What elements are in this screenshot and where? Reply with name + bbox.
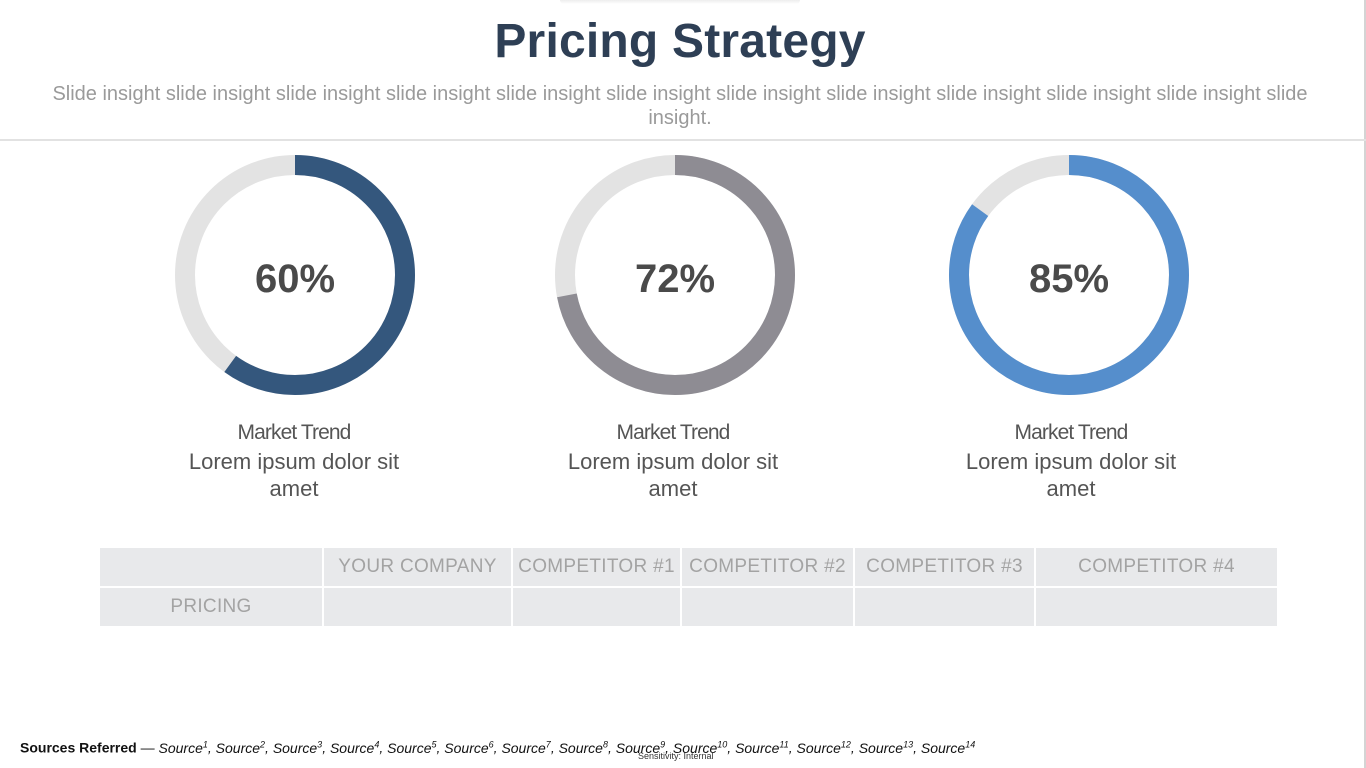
table-header-cell xyxy=(100,548,322,586)
slide-title: Pricing Strategy xyxy=(494,15,866,68)
slide-right-edge xyxy=(1364,0,1366,768)
source-number: 3 xyxy=(317,739,323,749)
donut-chart-3: 85% xyxy=(944,150,1194,400)
table-cell xyxy=(513,588,680,626)
header-divider xyxy=(0,139,1366,141)
top-edge-shadow xyxy=(560,0,800,4)
table-row-label: PRICING xyxy=(100,588,322,626)
source-reference: Source3 xyxy=(272,739,323,756)
table-cell xyxy=(1036,588,1277,626)
caption-title-1: Market Trend xyxy=(237,421,352,444)
source-reference: Source8 xyxy=(558,739,608,756)
caption-body-2: Lorem ipsum dolor sit amet xyxy=(567,449,779,501)
source-reference: Source6 xyxy=(444,739,494,756)
source-reference: Source10 xyxy=(672,739,728,756)
source-number: 7 xyxy=(545,739,551,749)
caption-title-3: Market Trend xyxy=(1014,421,1129,444)
donut-chart-2: 72% xyxy=(550,150,800,400)
sensitivity-label: Sensitivity: Internal xyxy=(638,751,714,761)
source-number: 5 xyxy=(431,739,437,749)
table-header-cell: COMPETITOR #4 xyxy=(1036,548,1277,586)
source-number: 4 xyxy=(374,739,380,749)
caption-title-2: Market Trend xyxy=(616,421,731,444)
table-row: PRICING xyxy=(100,588,1277,628)
sources-list: Source1, Source2, Source3, Source4, Sour… xyxy=(158,739,976,756)
donut-percent-1: 60% xyxy=(254,256,336,301)
source-reference: Source9 xyxy=(615,739,666,756)
donut-percent-3: 85% xyxy=(1028,256,1110,301)
table-header-cell: COMPETITOR #1 xyxy=(513,548,680,586)
table-header-cell: COMPETITOR #2 xyxy=(682,548,853,586)
table-header-cell: YOUR COMPANY xyxy=(324,548,511,586)
donut-arc-1 xyxy=(175,155,415,395)
donut-chart-1: 60% xyxy=(170,150,420,400)
source-number: 12 xyxy=(840,739,851,749)
caption-body-1: Lorem ipsum dolor sit amet xyxy=(188,449,400,501)
source-number: 11 xyxy=(779,739,789,749)
source-reference: Source2 xyxy=(215,739,266,756)
donut-ring-2 xyxy=(555,155,795,395)
source-number: 14 xyxy=(965,739,976,749)
donut-percent-2: 72% xyxy=(634,256,716,301)
source-number: 13 xyxy=(903,739,914,749)
source-number: 9 xyxy=(660,739,666,749)
slide-subtitle: Slide insight slide insight slide insigh… xyxy=(52,83,1308,129)
caption-body-3: Lorem ipsum dolor sit amet xyxy=(965,449,1177,501)
source-reference: Source13 xyxy=(858,739,914,756)
source-reference: Source7 xyxy=(501,739,551,756)
source-number: 2 xyxy=(260,739,266,749)
source-number: 8 xyxy=(602,739,608,749)
sources-label: Sources Referred xyxy=(20,739,137,756)
source-number: 6 xyxy=(488,739,494,749)
donut-caption-1: Market Trend Lorem ipsum dolor sit amet xyxy=(164,420,424,502)
donut-caption-2: Market Trend Lorem ipsum dolor sit amet xyxy=(543,420,803,502)
pricing-comparison-table: YOUR COMPANY COMPETITOR #1 COMPETITOR #2… xyxy=(100,548,1277,628)
table-cell xyxy=(855,588,1034,626)
source-reference: Source12 xyxy=(796,739,851,756)
sources-footnote: Sources Referred — Source1, Source2, Sou… xyxy=(20,739,975,756)
source-number: 10 xyxy=(717,739,728,749)
source-reference: Source11 xyxy=(735,739,789,756)
donut-ring-1 xyxy=(175,155,415,395)
source-reference: Source1 xyxy=(158,739,208,756)
table-cell xyxy=(324,588,511,626)
table-header-cell: COMPETITOR #3 xyxy=(855,548,1034,586)
donut-arc-2 xyxy=(555,155,795,395)
table-header-row: YOUR COMPANY COMPETITOR #1 COMPETITOR #2… xyxy=(100,548,1277,588)
source-reference: Source4 xyxy=(329,739,380,756)
source-number: 1 xyxy=(202,739,208,749)
donut-arc-3 xyxy=(949,155,1189,395)
source-reference: Source14 xyxy=(920,739,976,756)
donut-ring-3 xyxy=(949,155,1189,395)
sources-separator: — xyxy=(136,739,159,756)
table-cell xyxy=(682,588,853,626)
source-reference: Source5 xyxy=(387,739,437,756)
donut-caption-3: Market Trend Lorem ipsum dolor sit amet xyxy=(941,420,1201,502)
